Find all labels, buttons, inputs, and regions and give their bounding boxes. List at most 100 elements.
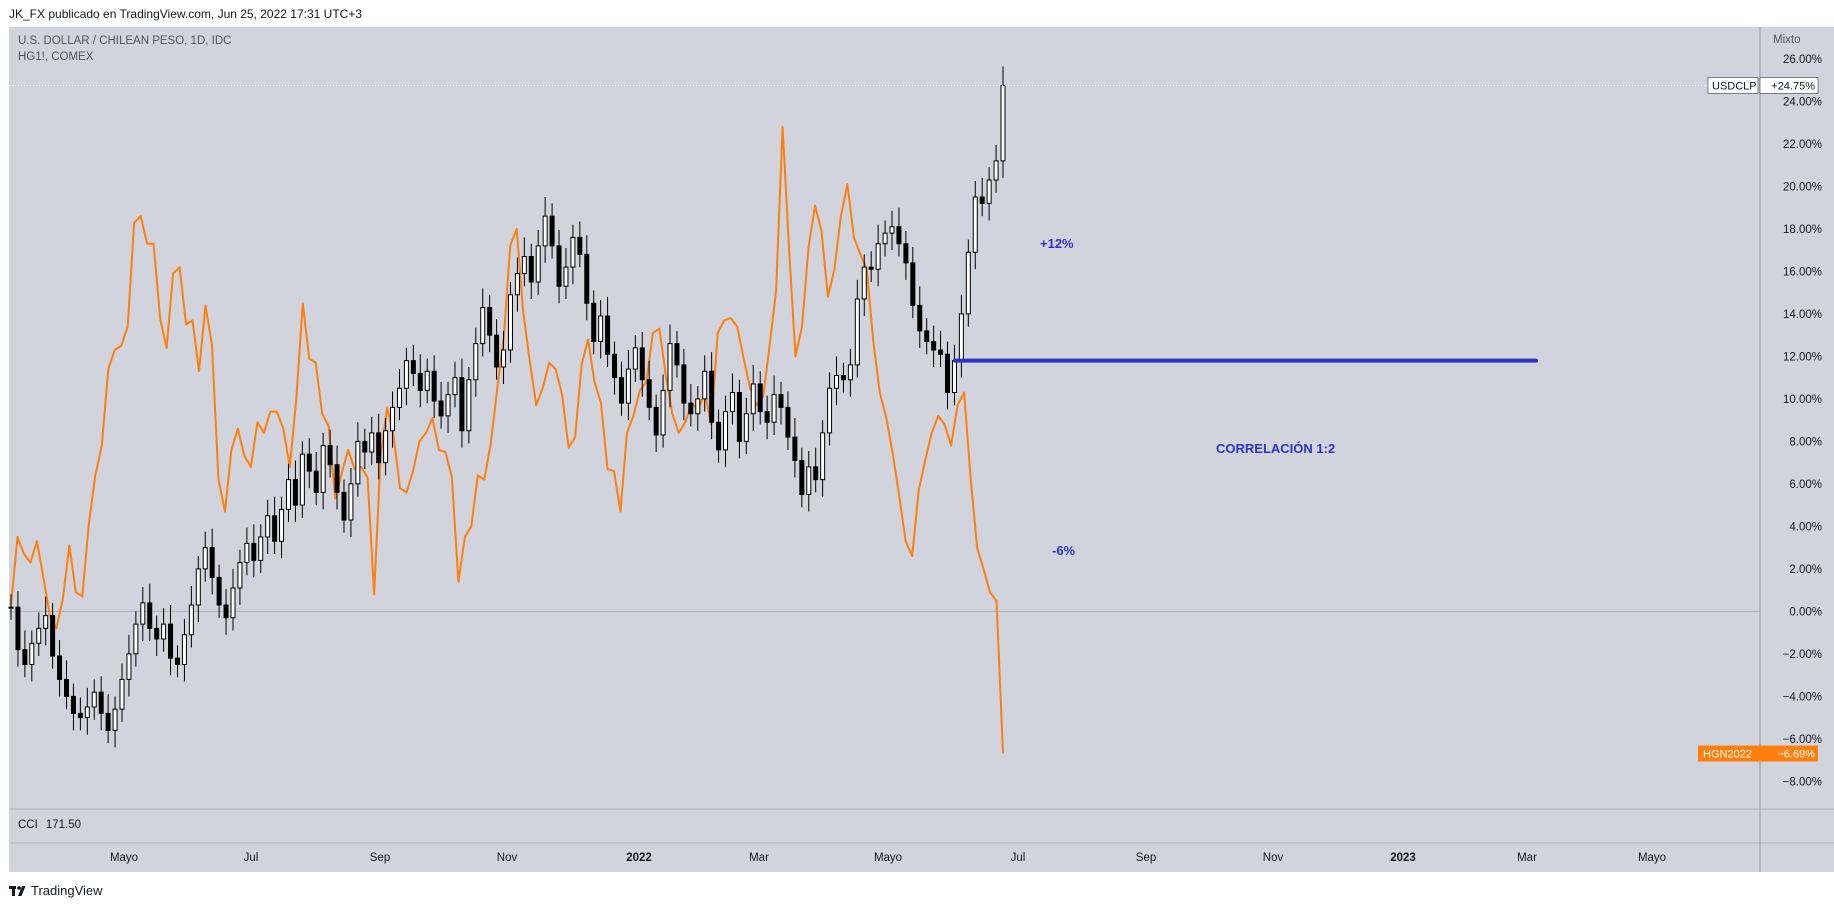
candle-body xyxy=(514,273,520,296)
candle-body xyxy=(327,445,333,466)
chart-frame[interactable] xyxy=(9,27,1834,872)
candle-body xyxy=(813,466,819,481)
candle-body xyxy=(542,215,548,247)
candle-body xyxy=(917,304,923,332)
scale-mode-label[interactable]: Mixto xyxy=(1773,34,1801,46)
candle-body xyxy=(556,245,562,287)
candle-body xyxy=(292,479,298,506)
candle-body xyxy=(105,712,111,731)
candle-body xyxy=(299,453,305,506)
candle-body xyxy=(480,307,486,345)
hgn-value-box xyxy=(1760,745,1818,762)
usdclp-name-label: USDCLP xyxy=(1712,80,1757,92)
x-tick-label: Sep xyxy=(1136,852,1156,864)
candle-body xyxy=(945,353,951,393)
candle-body xyxy=(639,347,645,381)
candle-body xyxy=(660,389,666,436)
usdclp-name-box xyxy=(1707,77,1759,94)
candle-body xyxy=(750,383,756,415)
candle-body xyxy=(958,313,964,362)
candle-body xyxy=(341,491,347,521)
candle-body xyxy=(112,708,118,731)
candle-body xyxy=(875,243,881,270)
candle-body xyxy=(272,515,278,542)
candle-body xyxy=(882,232,888,245)
candle-body xyxy=(36,627,42,644)
candle-body xyxy=(695,398,701,415)
y-tick-label: 22.00% xyxy=(1783,139,1822,151)
candle-body xyxy=(84,706,90,719)
candle-body xyxy=(646,379,652,408)
candle-body xyxy=(417,372,423,391)
candle-body xyxy=(667,343,673,391)
tradingview-logo[interactable]: TradingView xyxy=(9,883,103,898)
y-tick-label: 24.00% xyxy=(1783,96,1822,108)
candle-body xyxy=(1000,84,1006,162)
candle-body xyxy=(369,432,375,453)
price-chart[interactable]: 26.00% 24.00% 22.00% 20.00% 18.00% 16.00% 14.0… xyxy=(0,0,1834,872)
candle-body xyxy=(847,364,853,381)
candle-body xyxy=(140,602,146,625)
candle-body xyxy=(195,568,201,606)
series-line-hgn2022[interactable] xyxy=(10,125,1004,754)
candle-body xyxy=(223,604,229,619)
y-tick-label: −8.00% xyxy=(1783,776,1822,788)
candle-body xyxy=(792,436,798,461)
candle-body xyxy=(147,602,153,629)
candle-body xyxy=(91,691,97,708)
candle-body xyxy=(452,377,458,396)
candle-body xyxy=(632,347,638,370)
candle-body xyxy=(70,695,76,714)
y-tick-label: 6.00% xyxy=(1789,479,1822,491)
annotation-down: -6% xyxy=(1052,543,1076,558)
candle-body xyxy=(237,562,243,589)
candle-body xyxy=(605,315,611,355)
candle-body xyxy=(938,349,944,355)
x-tick-label: 2023 xyxy=(1390,852,1416,864)
cci-pane-label[interactable]: CCI 171.50 xyxy=(18,819,81,831)
candle-body xyxy=(230,587,236,619)
candle-body xyxy=(390,406,396,432)
candle-body xyxy=(521,256,527,274)
candle-body xyxy=(688,402,694,415)
y-tick-label: −6.00% xyxy=(1783,734,1822,746)
candle-body xyxy=(598,315,604,342)
candle-body xyxy=(98,691,104,714)
candle-body xyxy=(979,196,985,204)
tradingview-brand: TradingView xyxy=(31,883,103,898)
candle-body xyxy=(410,360,416,374)
y-tick-label: 20.00% xyxy=(1783,181,1822,193)
y-tick-label: 0.00% xyxy=(1789,606,1822,618)
candle-body xyxy=(951,360,957,393)
candle-body xyxy=(625,368,631,404)
candle-body xyxy=(549,215,555,247)
candle-body xyxy=(764,411,770,423)
candle-body xyxy=(993,160,999,181)
candle-body xyxy=(584,253,590,304)
candle-body xyxy=(653,406,659,436)
candle-body xyxy=(306,453,312,472)
y-tick-label: 4.00% xyxy=(1789,521,1822,533)
candle-body xyxy=(618,377,624,404)
candle-body xyxy=(334,464,340,493)
candle-body xyxy=(889,226,895,234)
candle-body xyxy=(723,411,729,451)
candle-body xyxy=(285,479,291,510)
candle-body xyxy=(834,375,840,389)
candle-body xyxy=(868,266,874,270)
candle-body xyxy=(29,642,35,665)
legend-main-symbol[interactable]: U.S. DOLLAR / CHILEAN PESO, 1D, IDC xyxy=(18,35,232,47)
legend-compare-symbol[interactable]: HG1!, COMEX xyxy=(18,51,94,63)
candle-body xyxy=(757,383,763,413)
candle-body xyxy=(466,379,472,432)
candle-body xyxy=(383,430,389,464)
candle-body xyxy=(563,266,569,287)
x-tick-label: Jul xyxy=(1011,852,1026,864)
candle-body xyxy=(431,370,437,402)
x-tick-label: Mayo xyxy=(1638,852,1666,864)
x-tick-label: Nov xyxy=(1263,852,1284,864)
candle-body xyxy=(251,542,257,561)
candle-body xyxy=(487,307,493,336)
usdclp-value-box xyxy=(1759,77,1819,94)
candle-body xyxy=(8,606,14,609)
